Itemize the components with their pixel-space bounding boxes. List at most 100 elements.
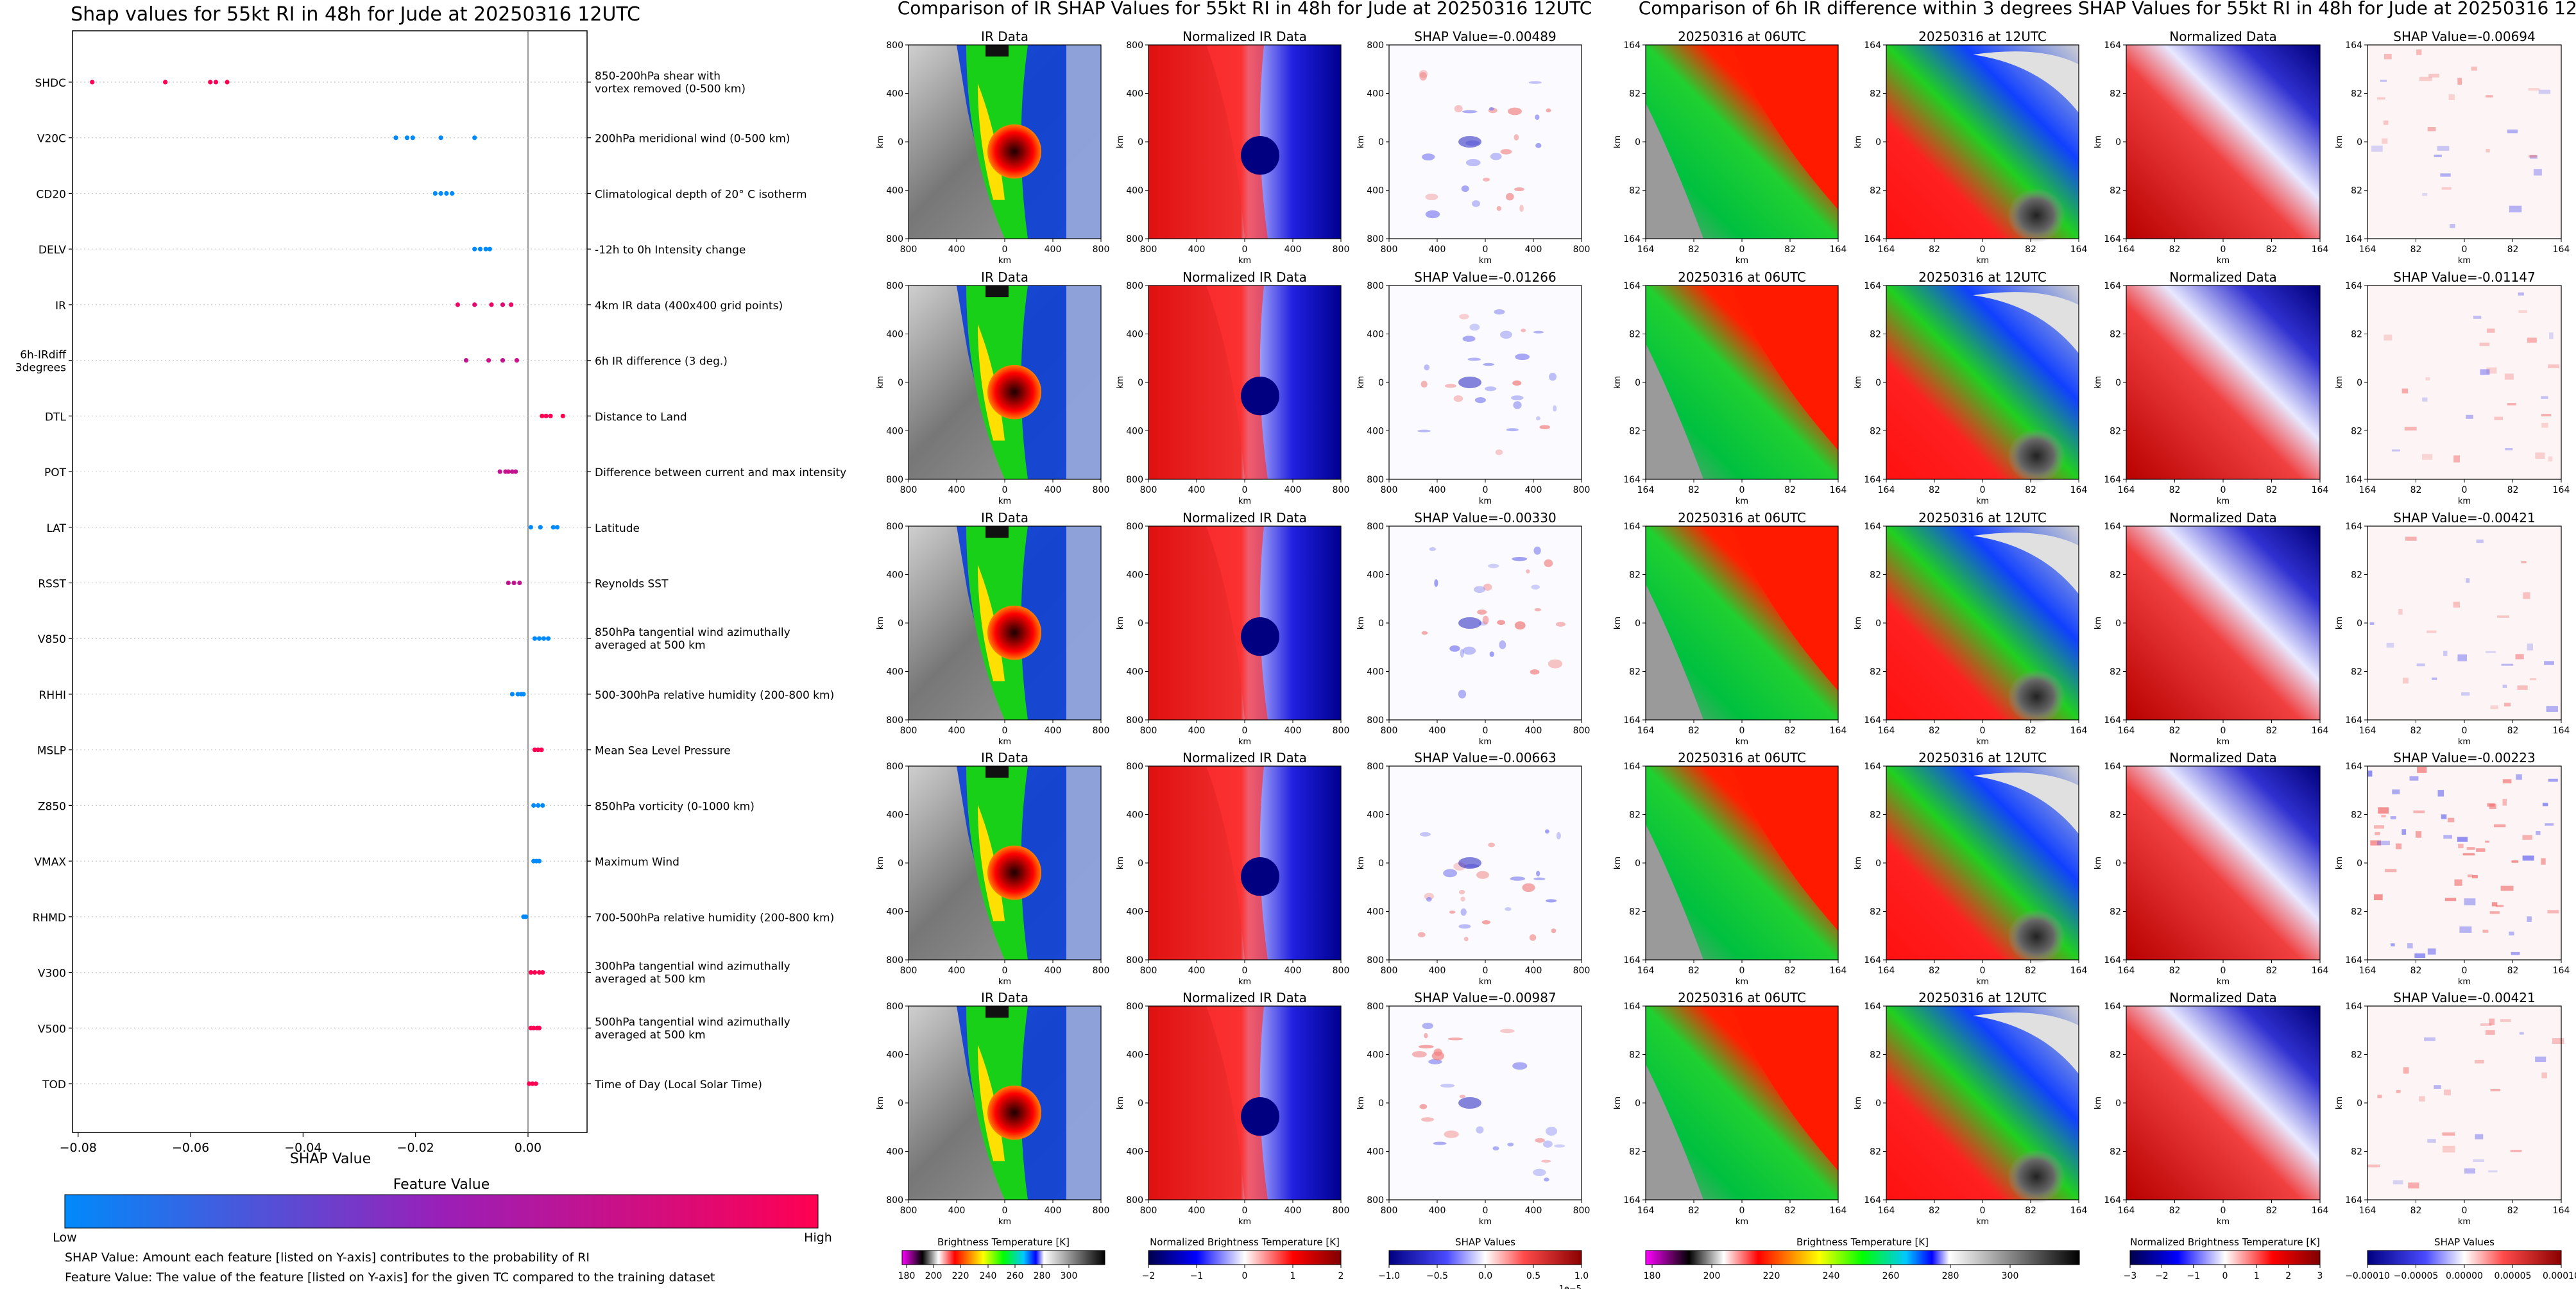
diff-shap-speck	[2402, 678, 2409, 684]
diff-shap-speck	[2527, 337, 2537, 343]
panel-y-tick-label: 400	[1126, 427, 1143, 437]
shap-map-speck	[1541, 1159, 1551, 1163]
diff-shap-speck	[2408, 1182, 2419, 1189]
panel-title: IR Data	[981, 750, 1028, 765]
colorbar-tick-label: 2	[1338, 1271, 1344, 1281]
panel-y-tick-label: 800	[1126, 281, 1143, 291]
panel-y-tick-label: 164	[1623, 234, 1641, 244]
panel-title: 20250316 at 06UTC	[1678, 510, 1806, 525]
panel-y-tick-label: 82	[1629, 89, 1641, 99]
panel-x-tick-label: 82	[2266, 244, 2278, 255]
panel-x-label: km	[1238, 497, 1251, 506]
panel-title: Normalized Data	[2169, 269, 2277, 285]
panel-x-tick-label: 164	[2553, 485, 2570, 495]
shap-map-speck	[1458, 924, 1471, 929]
shap-map-core	[1458, 135, 1481, 148]
panel-y-tick-label: 0	[1875, 858, 1881, 869]
colorbar-tick-label: −2	[1142, 1271, 1156, 1281]
diff-shap-speck	[2390, 816, 2396, 820]
shap-point	[550, 525, 556, 530]
colorbar-tick-label: 220	[952, 1271, 969, 1281]
diff-shap-speck	[2471, 66, 2477, 71]
panel-x-tick-label: 0	[1980, 726, 1986, 736]
shap-map-speck	[1505, 192, 1514, 201]
diff-shap-speck	[2476, 539, 2484, 543]
shap-map-speck	[1546, 108, 1551, 113]
panel-x-tick-label: 82	[1929, 966, 1940, 976]
panel-x-tick-label: 800	[1333, 1206, 1350, 1216]
panel-y-tick-label: 164	[2104, 715, 2121, 726]
panel-y-tick-label: 164	[2345, 955, 2362, 966]
panel-y-tick-label: 800	[886, 1002, 903, 1012]
panel-y-tick-label: 400	[1367, 667, 1384, 678]
panel-x-tick-label: 0	[1739, 1206, 1745, 1216]
shap-map-speck	[1483, 583, 1492, 591]
shap-map-speck	[1425, 193, 1438, 201]
shap-point	[536, 636, 542, 641]
panel-x-tick-label: 800	[1140, 726, 1157, 736]
shap-point	[530, 1081, 535, 1086]
diff-shap-background	[2367, 766, 2561, 960]
diff-shap-speck	[2395, 843, 2401, 849]
diff-shap-speck	[2486, 329, 2495, 333]
shap-map-background	[1389, 286, 1582, 479]
panel-x-tick-label: 400	[1188, 726, 1206, 736]
panel-y-tick-label: 0	[2357, 1098, 2362, 1109]
panel-y-tick-label: 82	[1629, 186, 1641, 196]
diff-shap-speck	[2548, 778, 2558, 782]
diff-shap-speck	[2417, 767, 2427, 773]
ir-comparison-panel: Comparison of IR SHAP Values for 55kt RI…	[876, 0, 1592, 1289]
panel-y-tick-label: 82	[1629, 1050, 1641, 1061]
diff-shap-speck	[2398, 608, 2403, 615]
panel-x-label: km	[1736, 1217, 1748, 1227]
panel-x-label: km	[998, 1217, 1011, 1227]
diff-12utc-dark-blob	[2008, 1149, 2065, 1204]
panel-y-tick-label: 400	[1367, 1050, 1384, 1061]
shap-point	[472, 302, 477, 307]
shap-map-speck	[1419, 72, 1427, 81]
shap-map-speck	[1521, 329, 1526, 332]
panel-y-label: km	[1356, 617, 1366, 629]
diff-shap-speck	[2507, 129, 2518, 133]
colorbar-title: Brightness Temperature [K]	[1796, 1236, 1929, 1248]
colorbar-tick-label: 180	[898, 1271, 916, 1281]
panel-x-tick-label: 800	[1573, 485, 1591, 495]
shap-point	[163, 80, 168, 85]
panel-y-tick-label: 400	[1367, 427, 1384, 437]
panel-title: SHAP Value=-0.01266	[1414, 269, 1556, 285]
diff-shap-speck	[2442, 1145, 2455, 1153]
diff-shap-background	[2367, 526, 2561, 720]
panel-title: SHAP Value=-0.00330	[1414, 510, 1556, 525]
panel-y-tick-label: 0	[1138, 137, 1143, 148]
panel-x-label: km	[998, 737, 1011, 747]
shap-point	[489, 302, 494, 307]
panel-x-tick-label: 0	[1242, 726, 1248, 736]
shap-map-speck	[1473, 586, 1486, 593]
panel-x-tick-label: 164	[1878, 1206, 1895, 1216]
panel-y-tick-label: 164	[1864, 955, 1881, 966]
shap-map-speck	[1472, 200, 1480, 207]
panel-x-tick-label: 400	[948, 726, 966, 736]
ir-dark-top	[985, 1006, 1009, 1018]
shap-map-speck	[1500, 149, 1512, 155]
panel-y-tick-label: 0	[1635, 858, 1641, 869]
panel-x-tick-label: 0	[1242, 485, 1248, 495]
panel-x-tick-label: 82	[2266, 726, 2278, 736]
panel-y-tick-label: 82	[1629, 810, 1641, 821]
panel-x-tick-label: 164	[2359, 726, 2376, 736]
diff-shap-speck	[2413, 810, 2425, 814]
panel-x-tick-label: 0	[1483, 485, 1488, 495]
panel-y-label: km	[2094, 376, 2103, 389]
shap-point	[536, 858, 542, 864]
shap-map-speck	[1535, 114, 1540, 120]
colorbar-tick-label: −3	[2124, 1271, 2137, 1281]
shap-point	[536, 1025, 542, 1030]
diff-shap-speck	[2457, 654, 2467, 662]
diff-shap-speck	[2370, 840, 2382, 846]
shap-map-speck	[1440, 1083, 1455, 1088]
panel-y-tick-label: 800	[1126, 1195, 1143, 1206]
panel-x-tick-label: 82	[2507, 726, 2519, 736]
